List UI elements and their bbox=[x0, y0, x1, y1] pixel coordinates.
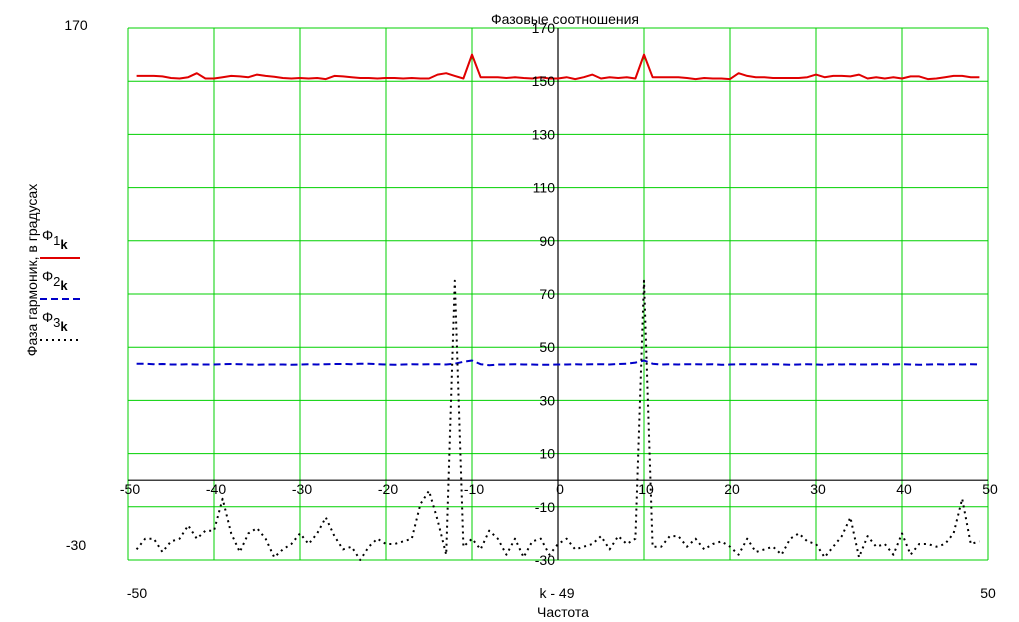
series-line-3 bbox=[135, 279, 980, 561]
y-tick-label: 10 bbox=[539, 446, 555, 462]
x-max-label: 50 bbox=[980, 585, 996, 601]
y-min-label: -30 bbox=[66, 537, 86, 553]
series-line-2 bbox=[136, 359, 980, 367]
tick-labels: -50 -40 -30 -20 -10 0 10 20 30 40 50-30-1010305070… bbox=[120, 20, 998, 568]
x-min-label: -50 bbox=[127, 585, 147, 601]
chart-title: Фазовые соотношения bbox=[491, 11, 639, 27]
legend-label-2: Φ2k bbox=[42, 268, 68, 293]
series-layer bbox=[135, 53, 980, 561]
x-tick-label: 0 bbox=[556, 481, 564, 497]
y-max-label: 170 bbox=[64, 17, 88, 33]
y-tick-label: -30 bbox=[535, 552, 555, 568]
x-expression-label: k - 49 bbox=[539, 585, 574, 601]
y-tick-label: -10 bbox=[535, 499, 555, 515]
y-tick-label: 150 bbox=[532, 73, 556, 89]
x-tick-label: 10 bbox=[638, 481, 654, 497]
x-axis-title: Частота bbox=[537, 604, 589, 620]
y-tick-label: 70 bbox=[539, 286, 555, 302]
x-tick-label: 40 bbox=[896, 481, 912, 497]
y-tick-label: 130 bbox=[532, 126, 556, 142]
legend-label-3: Φ3k bbox=[42, 309, 68, 334]
x-tick-label: 20 bbox=[724, 481, 740, 497]
legend-label-1: Φ1k bbox=[42, 227, 68, 252]
series-line-1 bbox=[136, 53, 980, 81]
y-tick-label: 90 bbox=[539, 233, 555, 249]
x-tick-label: 50 bbox=[982, 481, 998, 497]
x-tick-label: -40 bbox=[206, 481, 226, 497]
x-tick-label: -20 bbox=[378, 481, 398, 497]
x-tick-label: -50 bbox=[120, 481, 140, 497]
x-tick-label: -10 bbox=[464, 481, 484, 497]
y-tick-label: 30 bbox=[539, 392, 555, 408]
y-tick-label: 50 bbox=[539, 339, 555, 355]
x-tick-label: 30 bbox=[810, 481, 826, 497]
y-tick-label: 170 bbox=[532, 20, 556, 36]
x-tick-label: -30 bbox=[292, 481, 312, 497]
axes bbox=[128, 28, 988, 560]
y-tick-label: 110 bbox=[533, 180, 556, 196]
legend: Φ1k Φ2k Φ3k bbox=[40, 227, 80, 341]
y-axis-title: Фаза гармоник, в градусах bbox=[24, 184, 40, 356]
